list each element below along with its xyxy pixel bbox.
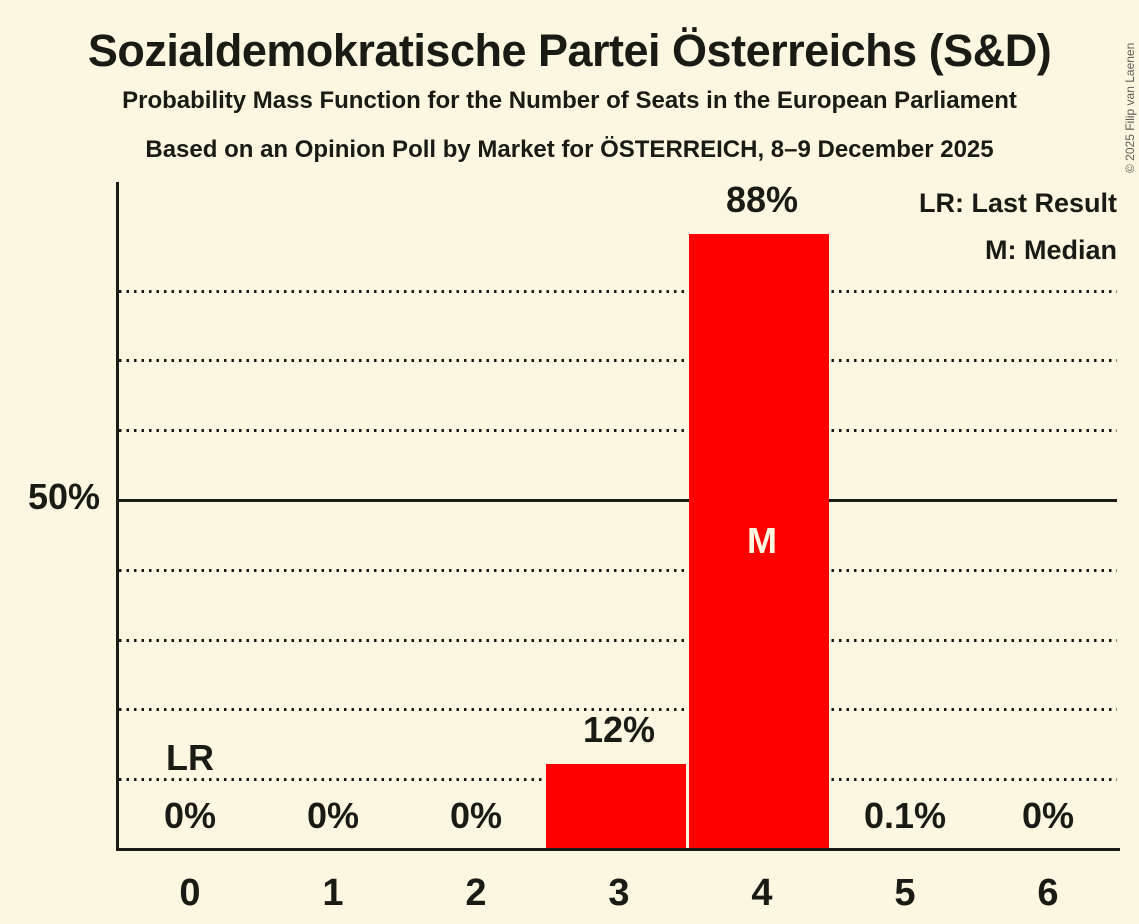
x-axis-label-1: 1 (322, 872, 344, 914)
plot-area (116, 182, 1120, 851)
legend-last-result: LR: Last Result (918, 188, 1117, 218)
gridline-solid-50pct (119, 499, 1117, 502)
bar-value-label-6: 0% (1021, 795, 1075, 836)
gridline-dotted-30pct (119, 639, 1117, 642)
bar-value-label-1: 0% (306, 795, 360, 836)
legend-median: M: Median (985, 235, 1117, 265)
gridline-dotted-80pct (119, 290, 1117, 293)
chart-subtitle: Probability Mass Function for the Number… (122, 87, 1017, 114)
gridline-dotted-60pct (119, 429, 1117, 432)
y-axis-tick-label: 50% (27, 476, 100, 517)
x-axis-label-4: 4 (751, 872, 773, 914)
copyright-notice: © 2025 Filip van Laenen (1123, 42, 1137, 173)
bar-value-label-5: 0.1% (863, 795, 947, 836)
bar-seats-4 (689, 234, 829, 848)
x-axis-label-0: 0 (179, 872, 201, 914)
x-axis-label-6: 6 (1037, 872, 1059, 914)
bar-value-label-3: 12% (582, 709, 656, 750)
gridline-dotted-20pct (119, 708, 1117, 711)
gridline-dotted-70pct (119, 359, 1117, 362)
chart-poll-info: Based on an Opinion Poll by Market for Ö… (145, 136, 994, 163)
last-result-annotation: LR (166, 737, 214, 778)
x-axis-label-5: 5 (894, 872, 916, 914)
bar-value-label-2: 0% (449, 795, 503, 836)
median-annotation: M (747, 520, 777, 561)
chart-legend: LR: Last Result M: Median (700, 180, 1117, 274)
bar-value-label-0: 0% (163, 795, 217, 836)
x-axis-label-3: 3 (608, 872, 630, 914)
chart-title: Sozialdemokratische Partei Österreichs (… (87, 25, 1052, 76)
x-axis-label-2: 2 (465, 872, 487, 914)
bar-seats-3 (546, 764, 686, 848)
bar-value-label-4: 88% (725, 179, 799, 220)
gridline-dotted-40pct (119, 569, 1117, 572)
